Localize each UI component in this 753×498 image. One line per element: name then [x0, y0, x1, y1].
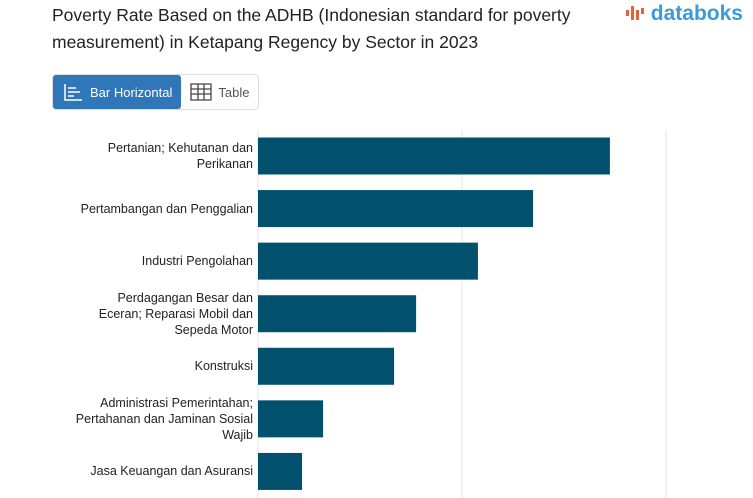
bar: [258, 347, 395, 385]
bar: [258, 452, 303, 490]
brand-name: databoks: [650, 2, 743, 25]
brand: databoks: [625, 2, 743, 26]
category-label: Jasa Keuangan dan Asuransi: [90, 464, 253, 479]
table-icon: [190, 83, 213, 101]
tab-label: Bar Horizontal: [90, 84, 173, 100]
chart-title: Poverty Rate Based on the ADHB (Indonesi…: [52, 5, 571, 52]
category-label: Industri Pengolahan: [141, 254, 253, 269]
bar: [258, 295, 417, 333]
tab-bar[interactable]: Bar Horizontal: [53, 75, 182, 109]
bar: [258, 400, 324, 438]
bar: [258, 137, 610, 175]
bar: [258, 242, 478, 280]
bar: [258, 190, 533, 228]
tab-table[interactable]: Table: [181, 75, 258, 109]
tab-label: Table: [218, 84, 250, 100]
category-label: Administrasi Pemerintahan; Pertahanan da…: [75, 395, 253, 442]
category-label: Pertanian; Kehutanan dan Perikanan: [107, 141, 253, 171]
category-label: Pertambangan dan Penggalian: [80, 201, 253, 216]
view-tabs: Bar Horizontal Table: [52, 74, 260, 110]
bar-icon: [64, 84, 82, 101]
brand-icon: [625, 6, 644, 20]
category-label: Konstruksi: [194, 359, 253, 374]
category-label: Perdagangan Besar dan Eceran; Reparasi M…: [98, 290, 253, 337]
